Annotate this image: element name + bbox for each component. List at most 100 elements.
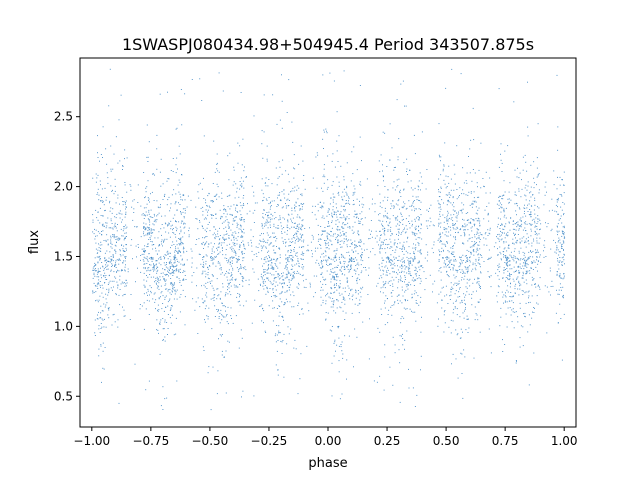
data-point (301, 251, 303, 253)
data-point (538, 192, 540, 194)
data-point (333, 292, 335, 294)
data-point (385, 295, 387, 297)
data-point (294, 208, 296, 210)
data-point (557, 213, 559, 215)
data-point (387, 247, 388, 249)
data-point (139, 304, 141, 305)
data-point (488, 328, 490, 330)
data-point (529, 256, 531, 258)
data-point (145, 234, 147, 236)
data-point (267, 268, 269, 270)
data-point (417, 216, 419, 217)
data-point (438, 225, 439, 227)
data-point (507, 247, 509, 249)
data-point (151, 244, 153, 246)
data-point (198, 197, 200, 199)
data-point (550, 248, 552, 250)
data-point (359, 291, 361, 293)
data-point (283, 189, 285, 191)
data-point (322, 205, 323, 207)
data-point (112, 260, 114, 262)
data-point (282, 316, 284, 318)
data-point (517, 316, 519, 318)
data-point (170, 282, 172, 284)
data-point (164, 193, 166, 195)
data-point (398, 259, 400, 261)
data-point (179, 181, 181, 183)
data-point (178, 261, 180, 263)
data-point (524, 204, 525, 206)
data-point (99, 160, 100, 162)
data-point (263, 288, 265, 290)
data-point (371, 203, 373, 205)
data-point (279, 192, 281, 194)
data-point (268, 250, 270, 252)
data-point (281, 127, 283, 129)
data-point (447, 176, 449, 178)
data-point (183, 216, 185, 217)
data-point (508, 260, 510, 262)
data-point (183, 232, 185, 234)
data-point (199, 306, 201, 308)
data-point (505, 262, 507, 264)
data-point (110, 170, 112, 172)
data-point (199, 220, 200, 221)
data-point (527, 204, 528, 206)
data-point (303, 239, 305, 241)
data-point (285, 265, 287, 267)
data-point (148, 213, 150, 215)
data-point (331, 184, 333, 186)
data-point (223, 242, 225, 244)
data-point (506, 264, 508, 266)
data-point (252, 268, 254, 270)
data-point (159, 257, 161, 259)
data-point (100, 328, 102, 329)
data-point (240, 205, 242, 207)
data-point (205, 236, 207, 238)
data-point (528, 243, 530, 245)
data-point (404, 348, 405, 350)
data-point (520, 258, 522, 260)
data-point (149, 201, 150, 203)
data-point (317, 210, 319, 212)
data-point (343, 260, 345, 262)
data-point (285, 254, 287, 256)
data-point (533, 238, 534, 240)
data-point (242, 285, 244, 287)
data-point (394, 239, 396, 241)
data-point (125, 285, 127, 287)
data-point (345, 203, 347, 205)
data-point (269, 257, 271, 259)
data-point (243, 243, 245, 245)
data-point (150, 232, 152, 234)
data-point (118, 212, 120, 214)
data-point (438, 202, 440, 204)
data-point (503, 269, 505, 271)
data-point (418, 230, 420, 232)
data-point (236, 222, 238, 224)
data-point (183, 217, 185, 219)
data-point (342, 299, 344, 300)
data-point (535, 266, 537, 268)
data-point (336, 276, 338, 278)
data-point (424, 257, 426, 259)
data-point (209, 281, 211, 283)
data-point (231, 214, 233, 216)
data-point (402, 223, 404, 225)
data-point (174, 255, 176, 257)
data-point (416, 271, 418, 273)
data-point (153, 267, 155, 269)
data-point (421, 238, 423, 240)
data-point (545, 181, 547, 183)
data-point (455, 329, 457, 331)
data-point (274, 335, 276, 337)
data-point (459, 265, 461, 267)
data-point (505, 263, 507, 265)
data-point (525, 273, 527, 275)
data-point (151, 232, 153, 234)
data-point (361, 211, 363, 213)
data-point (463, 272, 465, 274)
data-point (265, 293, 267, 295)
data-point (392, 215, 394, 217)
data-point (267, 239, 269, 241)
